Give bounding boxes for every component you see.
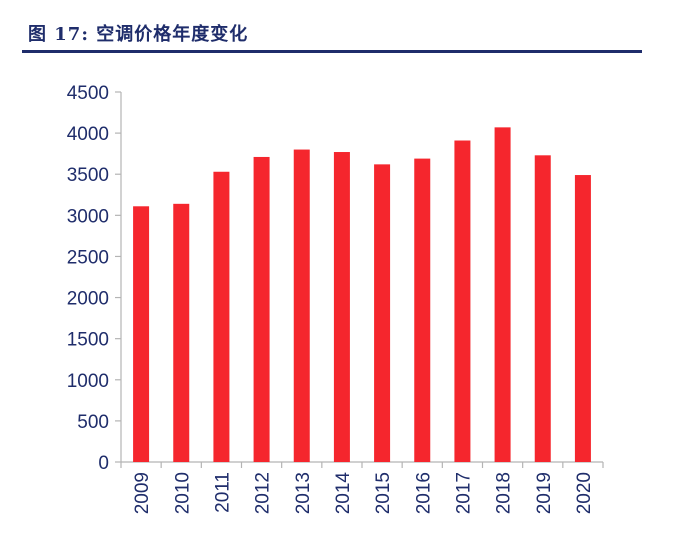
bar-2013 [293,149,310,463]
bar-2009 [133,206,150,462]
bar-2011 [213,171,230,462]
bar-2010 [173,203,190,463]
bar-2014 [333,152,350,462]
y-tick-label: 500 [77,412,109,433]
y-tick-label: 1500 [67,330,109,351]
figure-label: 图 17: [28,24,89,45]
y-tick-label: 1000 [67,371,109,392]
bar-2018 [494,127,511,462]
y-tick-label: 2000 [67,289,109,310]
y-tick-label: 0 [98,453,109,474]
bar-2019 [534,155,551,463]
bar-2017 [454,140,471,462]
x-tick-label-2014: 2014 [333,472,354,515]
x-tick-label-2013: 2013 [293,472,314,514]
y-tick-label: 3000 [67,206,109,227]
x-tick-label-2009: 2009 [132,472,153,514]
x-tick-label-2016: 2016 [413,472,434,514]
x-tick-label-2015: 2015 [373,472,394,514]
x-tick-label-2017: 2017 [453,472,474,514]
x-tick-label-2011: 2011 [212,472,233,513]
y-tick-label: 3500 [67,165,109,186]
x-tick-label-2019: 2019 [534,472,555,514]
y-tick-label: 4000 [67,124,109,145]
figure-caption: 空调价格年度变化 [96,24,249,45]
x-tick-label-2018: 2018 [494,472,515,514]
bar-2016 [414,158,431,462]
title-divider [22,50,642,53]
x-tick-label-2012: 2012 [253,472,274,514]
bar-2015 [374,164,391,462]
x-tick-label-2010: 2010 [172,472,193,514]
x-tick-label-2020: 2020 [574,472,595,514]
bar-2012 [253,156,270,462]
y-tick-label: 2500 [67,247,109,268]
figure-title: 图 17: 空调价格年度变化 [28,20,248,46]
y-tick-label: 4500 [67,83,109,104]
bar-2020 [574,175,591,463]
